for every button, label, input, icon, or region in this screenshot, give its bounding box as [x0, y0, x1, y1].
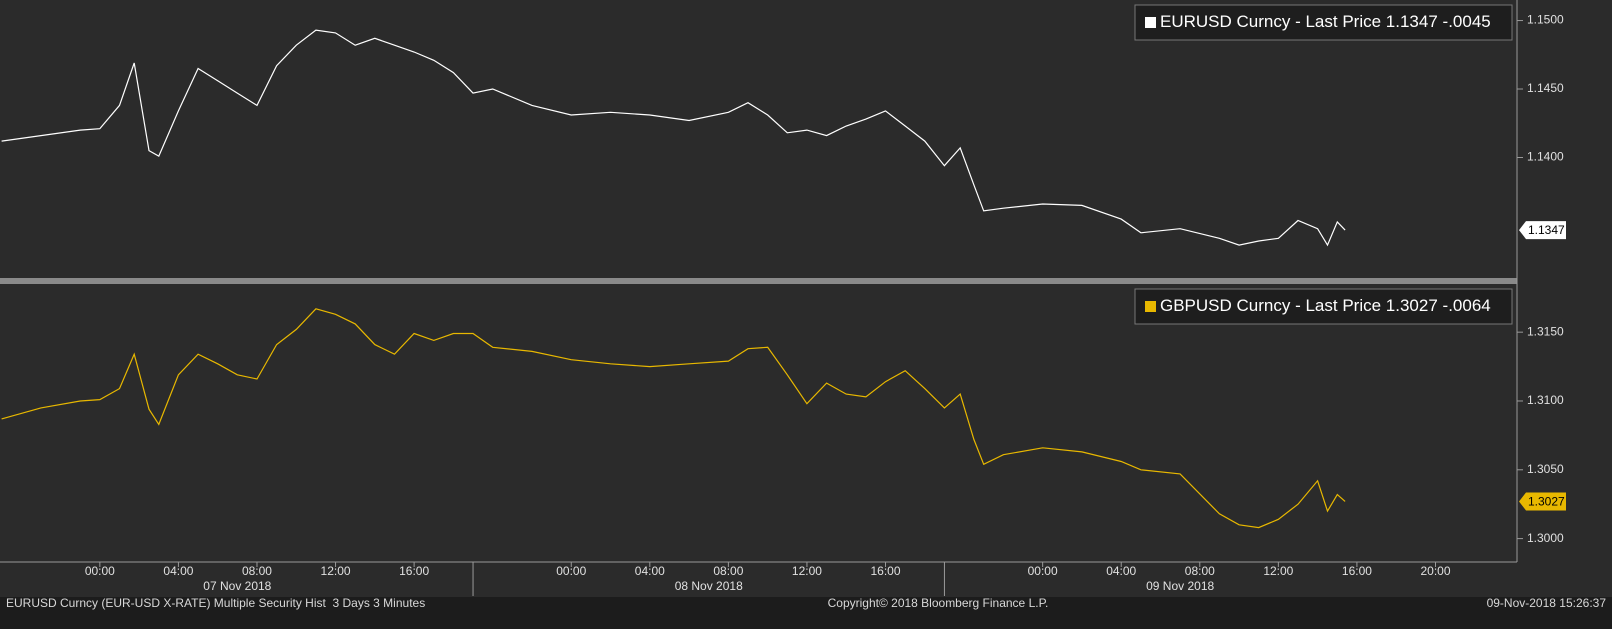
- legend-swatch: [1145, 301, 1156, 312]
- legend-box: [1134, 288, 1513, 325]
- x-tick-label: 08:00: [1185, 564, 1215, 578]
- y-tick-label: 1.1500: [1527, 13, 1564, 27]
- y-tick-label: 1.3000: [1527, 531, 1564, 545]
- price-line: [1, 308, 1346, 529]
- y-tick-label: 1.3050: [1527, 462, 1564, 476]
- x-tick-label: 16:00: [1342, 564, 1372, 578]
- y-tick-label: 1.1400: [1527, 150, 1564, 164]
- footer-bar: [0, 597, 1612, 629]
- panel-divider: [0, 278, 1517, 284]
- y-tick-label: 1.3100: [1527, 393, 1564, 407]
- x-tick-label: 12:00: [792, 564, 822, 578]
- x-tick-label: 08:00: [242, 564, 272, 578]
- footer-center: Copyright© 2018 Bloomberg Finance L.P.: [828, 596, 1049, 610]
- y-tick-label: 1.3150: [1527, 324, 1564, 338]
- y-tick-label: 1.1450: [1527, 81, 1564, 95]
- legend: EURUSD Curncy - Last Price 1.1347 -.0045: [1134, 4, 1513, 41]
- last-price-label: 1.3027: [1528, 495, 1565, 509]
- x-tick-label: 00:00: [556, 564, 586, 578]
- x-tick-label: 16:00: [399, 564, 429, 578]
- last-price-tag: [1519, 492, 1566, 511]
- x-tick-label: 00:00: [85, 564, 115, 578]
- legend-swatch: [1145, 17, 1156, 28]
- legend-text: EURUSD Curncy - Last Price 1.1347 -.0045: [1160, 12, 1491, 31]
- legend-box: [1134, 4, 1513, 41]
- date-label: 07 Nov 2018: [203, 579, 271, 593]
- date-label: 09 Nov 2018: [1146, 579, 1214, 593]
- legend-part: 1.1347: [1386, 12, 1438, 31]
- footer-left: EURUSD Curncy (EUR-USD X-RATE) Multiple …: [6, 596, 425, 610]
- x-tick-label: 04:00: [163, 564, 193, 578]
- legend-part: -.0045: [1443, 12, 1491, 31]
- price-line: [1, 29, 1346, 247]
- x-tick-label: 04:00: [635, 564, 665, 578]
- last-price-label: 1.1347: [1528, 223, 1565, 237]
- legend: GBPUSD Curncy - Last Price 1.3027 -.0064: [1134, 288, 1513, 325]
- x-tick-label: 12:00: [321, 564, 351, 578]
- x-tick-label: 08:00: [713, 564, 743, 578]
- last-price-tag: [1519, 221, 1566, 240]
- date-label: 08 Nov 2018: [675, 579, 743, 593]
- x-tick-label: 20:00: [1420, 564, 1450, 578]
- footer-right: 09-Nov-2018 15:26:37: [1487, 596, 1607, 610]
- legend-part: 1.3027: [1386, 296, 1438, 315]
- legend-part: EURUSD Curncy - Last Price: [1160, 12, 1381, 31]
- x-tick-label: 12:00: [1263, 564, 1293, 578]
- legend-part: GBPUSD Curncy - Last Price: [1160, 296, 1381, 315]
- x-tick-label: 16:00: [871, 564, 901, 578]
- legend-text: GBPUSD Curncy - Last Price 1.3027 -.0064: [1160, 296, 1491, 315]
- x-tick-label: 04:00: [1106, 564, 1136, 578]
- x-tick-label: 00:00: [1028, 564, 1058, 578]
- legend-part: -.0064: [1443, 296, 1491, 315]
